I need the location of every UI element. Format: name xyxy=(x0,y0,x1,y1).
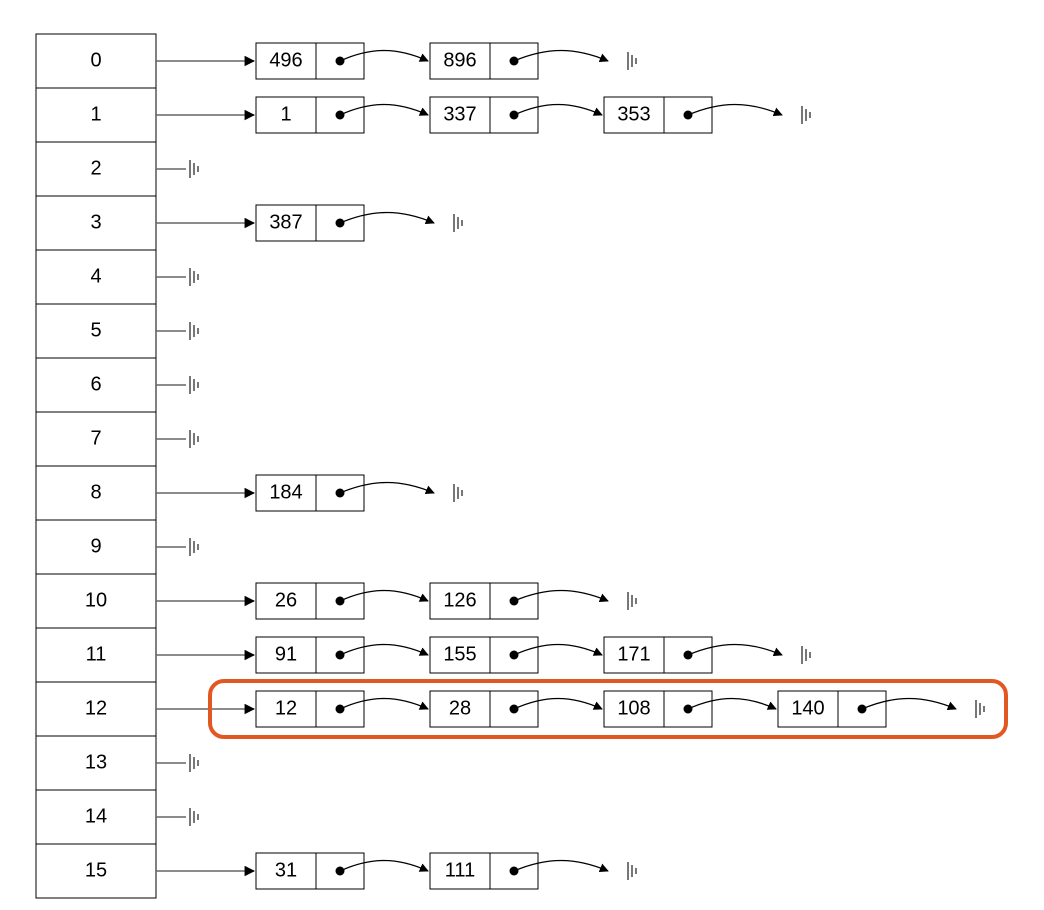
node-value: 108 xyxy=(617,697,650,719)
bucket-index: 5 xyxy=(90,319,101,341)
null-terminator xyxy=(628,592,636,610)
bucket-index: 0 xyxy=(90,49,101,71)
bucket-index: 1 xyxy=(90,103,101,125)
list-node xyxy=(430,691,538,727)
node-value: 171 xyxy=(617,643,650,665)
bucket-index: 15 xyxy=(85,859,107,881)
null-terminator xyxy=(628,862,636,880)
null-terminator xyxy=(190,268,198,286)
node-value: 1 xyxy=(280,103,291,125)
node-value: 28 xyxy=(449,697,471,719)
list-node xyxy=(256,853,364,889)
node-value: 140 xyxy=(791,697,824,719)
null-terminator xyxy=(190,322,198,340)
bucket-index: 10 xyxy=(85,589,107,611)
hash-table-diagram: 0496896113373532338745678184910261261191… xyxy=(0,0,1044,910)
bucket-index: 2 xyxy=(90,157,101,179)
null-terminator xyxy=(190,538,198,556)
node-value: 111 xyxy=(445,859,475,881)
node-value: 12 xyxy=(275,697,297,719)
bucket-index: 13 xyxy=(85,751,107,773)
node-value: 353 xyxy=(617,103,650,125)
node-value: 91 xyxy=(275,643,297,665)
list-node xyxy=(256,583,364,619)
node-value: 184 xyxy=(269,481,302,503)
null-terminator xyxy=(976,700,984,718)
bucket-index: 8 xyxy=(90,481,101,503)
node-value: 387 xyxy=(269,211,302,233)
bucket-index: 4 xyxy=(90,265,101,287)
bucket-index: 9 xyxy=(90,535,101,557)
bucket-index: 6 xyxy=(90,373,101,395)
node-value: 26 xyxy=(275,589,297,611)
bucket-index: 12 xyxy=(85,697,107,719)
bucket-index: 3 xyxy=(90,211,101,233)
list-node xyxy=(256,691,364,727)
null-terminator xyxy=(190,430,198,448)
null-terminator xyxy=(454,484,462,502)
null-terminator xyxy=(190,376,198,394)
null-terminator xyxy=(802,106,810,124)
null-terminator xyxy=(628,52,636,70)
bucket-index: 14 xyxy=(85,805,107,827)
list-node xyxy=(256,637,364,673)
null-terminator xyxy=(190,808,198,826)
node-value: 31 xyxy=(275,859,297,881)
list-node xyxy=(256,97,364,133)
null-terminator xyxy=(190,160,198,178)
null-terminator xyxy=(454,214,462,232)
null-terminator xyxy=(190,754,198,772)
node-value: 896 xyxy=(443,49,476,71)
bucket-index: 7 xyxy=(90,427,101,449)
node-value: 337 xyxy=(443,103,476,125)
node-value: 155 xyxy=(443,643,476,665)
node-value: 126 xyxy=(443,589,476,611)
null-terminator xyxy=(802,646,810,664)
node-value: 496 xyxy=(269,49,302,71)
bucket-index: 11 xyxy=(86,643,107,665)
